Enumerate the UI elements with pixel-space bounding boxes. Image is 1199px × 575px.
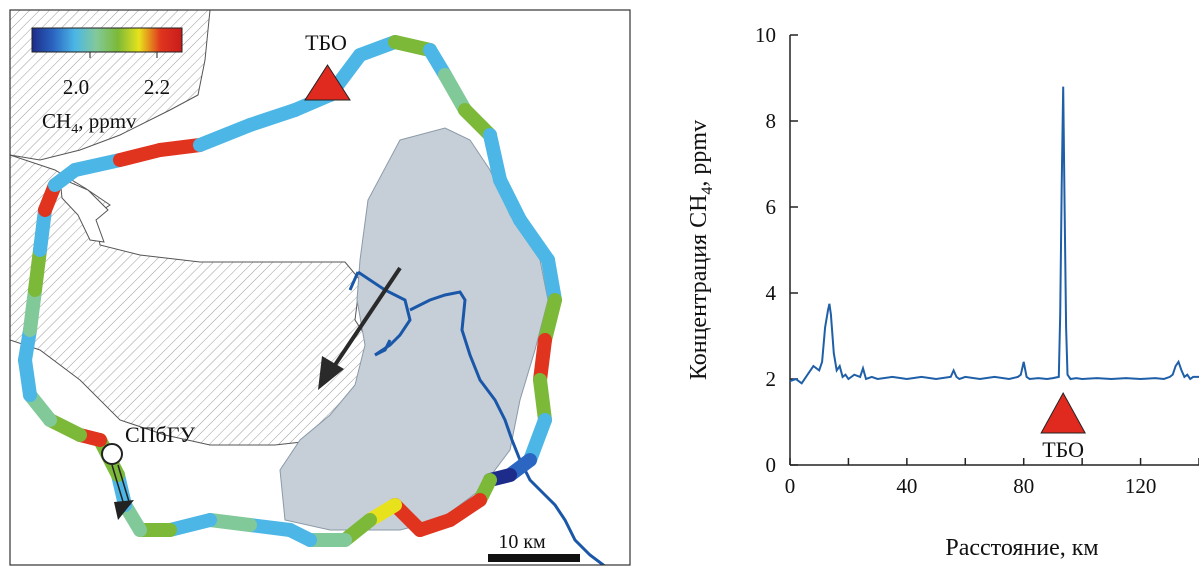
- route-segment: [493, 173, 527, 227]
- landfill-marker: [304, 64, 351, 101]
- colorbar-gradient: [31, 27, 183, 53]
- x-axis-label: Расстояние, км: [945, 535, 1098, 561]
- map-frame: [9, 9, 631, 566]
- ch4-profile-chart: 0 2 4 6 8 10 0 40 80 120 ТБО Расстояние, км Конце…: [686, 23, 1199, 561]
- y-tick-label: 6: [766, 195, 777, 219]
- wind-arrow: [318, 266, 402, 390]
- route-map: 2.0 2.2 CH4, ppmv ТБО СПбГУ 10 км: [9, 9, 631, 566]
- chart-panel: 0 2 4 6 8 10 0 40 80 120 ТБО Расстояние, км Конце…: [640, 0, 1199, 570]
- y-tick-label: 4: [766, 281, 777, 305]
- route-segment: [243, 103, 302, 132]
- route-segment: [523, 413, 552, 467]
- y-tick-label: 2: [766, 367, 777, 391]
- x-tick-label: 120: [1125, 474, 1157, 498]
- colorbar: 2.0 2.2 CH4, ppmv: [31, 27, 183, 137]
- start-arrow: [111, 464, 134, 520]
- river-branch: [348, 271, 392, 357]
- map-panel: 2.0 2.2 CH4, ppmv ТБО СПбГУ 10 км: [9, 9, 631, 566]
- y-tick-label: 8: [766, 109, 777, 133]
- university-label: СПбГУ: [125, 422, 195, 447]
- inlet: [59, 177, 109, 243]
- y-axis-label: Концентрация CH4, ppmv: [686, 120, 716, 380]
- route-track: [18, 35, 562, 547]
- university-marker: [101, 443, 123, 465]
- route-segment: [483, 128, 507, 187]
- colorbar-min-label: 2.0: [63, 75, 89, 99]
- scale-bar: [488, 554, 580, 562]
- x-tick-label: 80: [1013, 474, 1034, 498]
- x-tick-label: 40: [896, 474, 917, 498]
- landfill-label: ТБО: [305, 30, 347, 55]
- colorbar-title: CH4, ppmv: [42, 109, 137, 137]
- route-segment: [513, 213, 555, 267]
- route-segment: [68, 153, 127, 177]
- landfill-marker-chart: [1040, 391, 1086, 434]
- x-tick-label: 0: [785, 474, 796, 498]
- y-tick-label: 10: [755, 23, 776, 47]
- scale-label: 10 км: [498, 531, 546, 553]
- y-tick-label: 0: [766, 453, 777, 477]
- ch4-series-line: [789, 86, 1199, 385]
- route-segment: [193, 118, 257, 152]
- landfill-label-chart: ТБО: [1042, 437, 1084, 462]
- colorbar-max-label: 2.2: [144, 75, 170, 99]
